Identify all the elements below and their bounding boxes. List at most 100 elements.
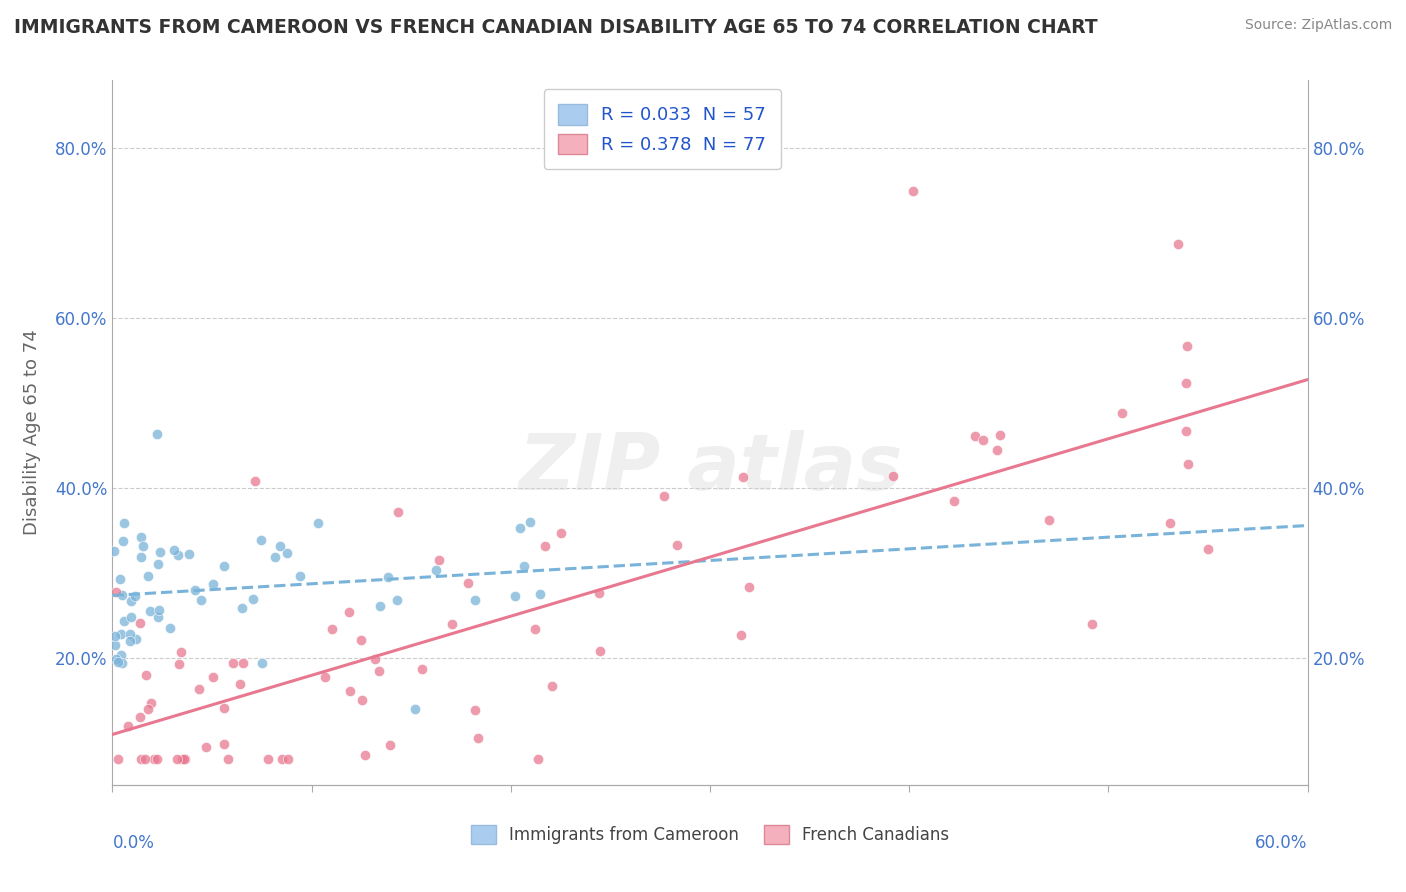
Point	[118, 633, 141, 648]
Point	[177, 547, 200, 561]
Point	[1167, 237, 1189, 252]
Point	[988, 428, 1011, 442]
Point	[738, 580, 761, 594]
Point	[467, 731, 489, 745]
Point	[425, 563, 447, 577]
Point	[131, 752, 153, 766]
Point	[377, 570, 399, 584]
Point	[363, 652, 385, 666]
Point	[163, 542, 186, 557]
Point	[174, 752, 197, 766]
Point	[148, 603, 170, 617]
Point	[368, 599, 391, 613]
Point	[457, 575, 479, 590]
Point	[986, 443, 1008, 458]
Point	[107, 752, 129, 766]
Point	[339, 683, 361, 698]
Text: Source: ZipAtlas.com: Source: ZipAtlas.com	[1244, 18, 1392, 32]
Point	[387, 505, 409, 519]
Point	[534, 539, 557, 553]
Point	[277, 752, 299, 766]
Point	[124, 589, 146, 603]
Point	[288, 569, 311, 583]
Point	[1111, 406, 1133, 420]
Point	[146, 609, 169, 624]
Point	[104, 629, 127, 643]
Point	[170, 752, 193, 766]
Point	[730, 628, 752, 642]
Point	[201, 576, 224, 591]
Point	[125, 632, 148, 647]
Point	[1081, 617, 1104, 632]
Point	[464, 702, 486, 716]
Point	[427, 552, 450, 566]
Point	[112, 615, 135, 629]
Point	[134, 752, 156, 766]
Text: 0.0%: 0.0%	[112, 834, 155, 852]
Point	[541, 679, 564, 693]
Point	[263, 549, 285, 564]
Text: 60.0%: 60.0%	[1256, 834, 1308, 852]
Point	[1174, 425, 1197, 439]
Text: IMMIGRANTS FROM CAMEROON VS FRENCH CANADIAN DISABILITY AGE 65 TO 74 CORRELATION : IMMIGRANTS FROM CAMEROON VS FRENCH CANAD…	[14, 18, 1098, 37]
Point	[212, 737, 235, 751]
Point	[129, 530, 152, 544]
Point	[943, 494, 966, 508]
Point	[464, 593, 486, 607]
Point	[141, 696, 163, 710]
Point	[242, 591, 264, 606]
Point	[367, 664, 389, 678]
Point	[652, 489, 675, 503]
Point	[589, 644, 612, 658]
Point	[411, 662, 433, 676]
Legend: Immigrants from Cameroon, French Canadians: Immigrants from Cameroon, French Canadia…	[461, 815, 959, 855]
Point	[117, 719, 139, 733]
Point	[135, 667, 157, 681]
Point	[1197, 541, 1219, 556]
Y-axis label: Disability Age 65 to 74: Disability Age 65 to 74	[24, 330, 41, 535]
Point	[202, 670, 225, 684]
Point	[173, 752, 195, 766]
Point	[276, 546, 298, 560]
Point	[972, 433, 994, 447]
Point	[104, 639, 127, 653]
Point	[107, 656, 129, 670]
Point	[321, 622, 343, 636]
Point	[214, 701, 236, 715]
Point	[169, 657, 191, 672]
Point	[1177, 458, 1199, 472]
Point	[132, 540, 155, 554]
Point	[245, 475, 267, 489]
Point	[190, 593, 212, 607]
Point	[195, 740, 218, 755]
Point	[1038, 513, 1060, 527]
Point	[222, 656, 245, 670]
Point	[378, 739, 401, 753]
Point	[527, 752, 550, 766]
Point	[350, 693, 373, 707]
Point	[212, 559, 235, 574]
Point	[1175, 338, 1198, 352]
Point	[350, 633, 373, 648]
Point	[1159, 516, 1181, 530]
Point	[112, 516, 135, 530]
Point	[519, 516, 541, 530]
Point	[513, 558, 536, 573]
Point	[404, 702, 426, 716]
Point	[110, 648, 132, 663]
Point	[166, 752, 188, 766]
Point	[354, 747, 377, 762]
Point	[965, 429, 987, 443]
Point	[903, 185, 925, 199]
Point	[159, 621, 181, 635]
Point	[167, 548, 190, 562]
Point	[271, 752, 294, 766]
Point	[503, 589, 526, 603]
Point	[108, 572, 131, 586]
Point	[110, 626, 132, 640]
Point	[105, 585, 128, 599]
Point	[217, 752, 239, 766]
Point	[509, 521, 531, 535]
Point	[307, 516, 329, 531]
Point	[111, 534, 134, 549]
